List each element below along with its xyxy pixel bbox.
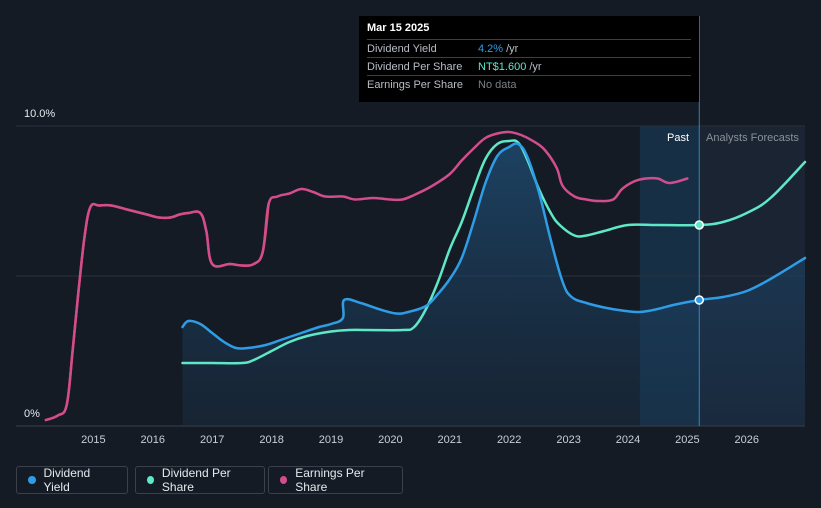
x-tick-label: 2021 xyxy=(438,434,462,446)
analysts-forecasts-label: Analysts Forecasts xyxy=(706,132,799,144)
x-tick-label: 2025 xyxy=(675,434,699,446)
x-tick-label: 2020 xyxy=(378,434,402,446)
x-tick-label: 2018 xyxy=(259,434,283,446)
tooltip-label: Earnings Per Share xyxy=(367,78,463,91)
legend-dot-icon xyxy=(147,476,154,484)
x-tick-label: 2023 xyxy=(556,434,580,446)
dividend-per-share-marker xyxy=(694,220,705,230)
x-tick-label: 2019 xyxy=(319,434,343,446)
tooltip-unit: /yr xyxy=(529,60,542,73)
earnings-per-share-line xyxy=(44,130,689,422)
tooltip-date: Mar 15 2025 xyxy=(367,22,430,34)
tooltip-unit: /yr xyxy=(506,42,519,55)
x-tick-label: 2022 xyxy=(497,434,521,446)
tooltip-label: Dividend Yield xyxy=(367,42,437,55)
legend-dot-icon xyxy=(28,476,36,484)
legend-earnings-per-share[interactable]: Earnings Per Share xyxy=(268,466,403,494)
tooltip-row-earnings-per-share: Earnings Per Share No data xyxy=(367,75,691,93)
dividend-per-share-line xyxy=(181,139,807,365)
legend-label: Dividend Per Share xyxy=(161,466,231,494)
tooltip-row-dividend-per-share: Dividend Per Share NT$1.600 /yr xyxy=(367,57,691,75)
x-tick-label: 2015 xyxy=(81,434,105,446)
dividend-yield-line xyxy=(181,142,807,350)
tooltip: Mar 15 2025 Dividend Yield 4.2% /yr Divi… xyxy=(359,16,699,102)
x-tick-label: 2016 xyxy=(141,434,165,446)
x-tick-label: 2024 xyxy=(616,434,640,446)
legend-label: Earnings Per Share xyxy=(295,466,365,494)
y-tick-label-bottom: 0% xyxy=(24,408,40,420)
tooltip-value: No data xyxy=(478,78,517,91)
legend-dividend-per-share[interactable]: Dividend Per Share xyxy=(135,466,265,494)
tooltip-label: Dividend Per Share xyxy=(367,60,463,73)
dividend-yield-marker xyxy=(694,295,705,305)
dividend-yield-area xyxy=(182,143,805,426)
past-label: Past xyxy=(667,132,690,144)
tooltip-row-dividend-yield: Dividend Yield 4.2% /yr xyxy=(367,39,691,57)
legend-dot-icon xyxy=(280,476,288,484)
legend-dividend-yield[interactable]: Dividend Yield xyxy=(16,466,128,494)
y-tick-label-top: 10.0% xyxy=(24,108,56,120)
x-tick-label: 2026 xyxy=(735,434,759,446)
legend-label: Dividend Yield xyxy=(43,466,91,494)
tooltip-value: NT$1.600 xyxy=(478,60,527,73)
x-tick-label: 2017 xyxy=(200,434,224,446)
tooltip-value: 4.2% xyxy=(478,42,504,55)
